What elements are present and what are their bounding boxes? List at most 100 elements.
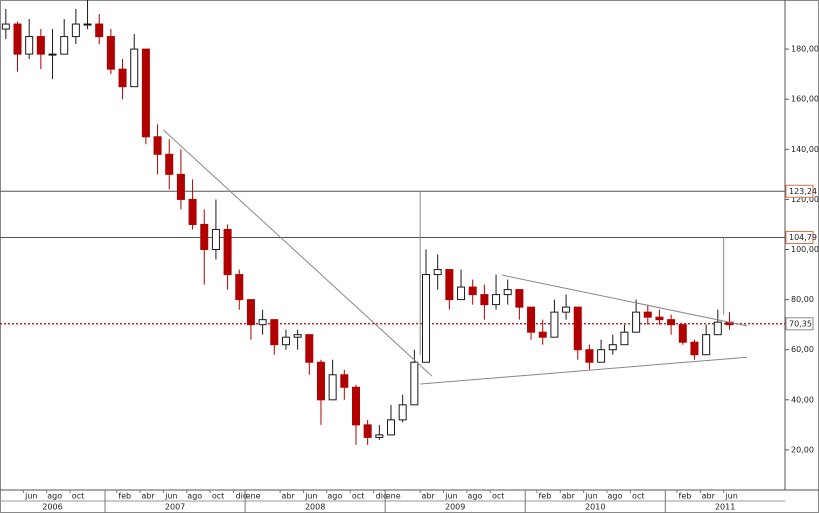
x-tick-label: ago (607, 492, 622, 501)
y-tick-label: 80,00 (791, 295, 814, 304)
candle-body (13, 23, 22, 55)
candle-body (281, 336, 290, 346)
x-tick-label: oct (72, 492, 84, 501)
x-tick-label: abr (562, 492, 576, 501)
candle-body (106, 36, 115, 70)
trend-line (501, 274, 748, 327)
candle-body (620, 331, 629, 346)
year-label: 2010 (585, 503, 605, 512)
candle-body (702, 334, 711, 356)
y-tick-label: 60,00 (791, 345, 814, 354)
x-tick-label: oct (632, 492, 644, 501)
candle-body (480, 294, 489, 306)
candle-body (538, 331, 547, 338)
candle-body (585, 349, 594, 363)
x-tick-label: oct (492, 492, 504, 501)
x-tick-label: jun (724, 492, 737, 501)
candle-body (503, 289, 512, 296)
candle-body (36, 36, 45, 55)
candle-body (270, 319, 279, 346)
candle-body (305, 334, 314, 363)
candle-body (235, 274, 244, 301)
level-label: 70,35 (789, 319, 812, 328)
level-box (785, 231, 814, 245)
candle-body (176, 173, 185, 200)
x-tick-label: abr (281, 492, 295, 501)
candle-body (141, 48, 150, 138)
y-tick-label: 20,00 (791, 445, 814, 454)
candle-body (71, 23, 80, 38)
level-box (785, 317, 814, 331)
candle-body (165, 153, 174, 175)
x-tick-label: dic (376, 492, 388, 501)
candle-body (398, 404, 407, 421)
candle-body (130, 48, 139, 88)
candle-body (83, 23, 92, 26)
candle-body (515, 289, 524, 308)
x-tick-label: ago (47, 492, 62, 501)
year-label: 2008 (305, 503, 325, 512)
x-tick-label: ago (327, 492, 342, 501)
x-tick-label: jun (304, 492, 317, 501)
year-label: 2006 (42, 503, 62, 512)
candle-body (387, 419, 395, 436)
y-tick-label: 100,00 (791, 245, 819, 254)
trend-line (420, 356, 748, 385)
candle-body (410, 361, 419, 406)
y-tick-label: 160,00 (791, 95, 819, 104)
candle-body (608, 344, 617, 351)
year-label: 2007 (165, 503, 185, 512)
x-tick-label: ago (187, 492, 202, 501)
x-tick-label: oct (212, 492, 224, 501)
candle-body (258, 319, 267, 326)
x-tick-label: jun (444, 492, 457, 501)
candle-body (690, 341, 699, 356)
candle-body (200, 223, 209, 251)
y-tick-label: 140,00 (791, 145, 819, 154)
candle-body (667, 319, 676, 326)
candle-body (293, 334, 302, 338)
candle-body (643, 311, 652, 318)
candle-body (340, 374, 349, 388)
x-tick-label: feb (118, 492, 131, 501)
x-tick-label: ene (246, 492, 261, 501)
candle-body (48, 53, 57, 56)
x-tick-label: feb (679, 492, 692, 501)
x-tick-label: ago (467, 492, 482, 501)
x-tick-label: abr (141, 492, 155, 501)
y-tick-label: 40,00 (791, 395, 814, 404)
candle-body (351, 386, 360, 426)
x-tick-label: feb (538, 492, 551, 501)
candle-body (316, 361, 325, 401)
x-tick-label: jun (164, 492, 177, 501)
level-label: 104,79 (789, 233, 817, 242)
y-tick-label: 120,00 (791, 195, 819, 204)
trend-line (163, 129, 433, 377)
candle-body (25, 36, 34, 55)
candle-body (573, 306, 582, 351)
level-box (785, 184, 814, 198)
x-tick-label: dic (236, 492, 248, 501)
candle-body (678, 324, 687, 343)
candle-body (375, 434, 384, 438)
candle-body (713, 321, 722, 336)
x-tick-label: abr (422, 492, 436, 501)
candle-body (597, 349, 606, 363)
year-label: 2009 (445, 503, 465, 512)
candle-body (550, 311, 559, 338)
candle-body (223, 228, 232, 276)
candle-body (1, 23, 10, 30)
x-tick-label: abr (702, 492, 716, 501)
x-tick-label: jun (584, 492, 597, 501)
candle-body (492, 294, 501, 306)
candle-body (328, 374, 337, 401)
candle-body (60, 36, 69, 55)
candle-body (562, 306, 571, 313)
candle-body (153, 136, 162, 155)
candle-body (445, 269, 454, 301)
candle-body (211, 228, 220, 251)
level-label: 123,24 (789, 187, 817, 196)
year-label: 2011 (715, 503, 735, 512)
candle-body (246, 299, 255, 326)
